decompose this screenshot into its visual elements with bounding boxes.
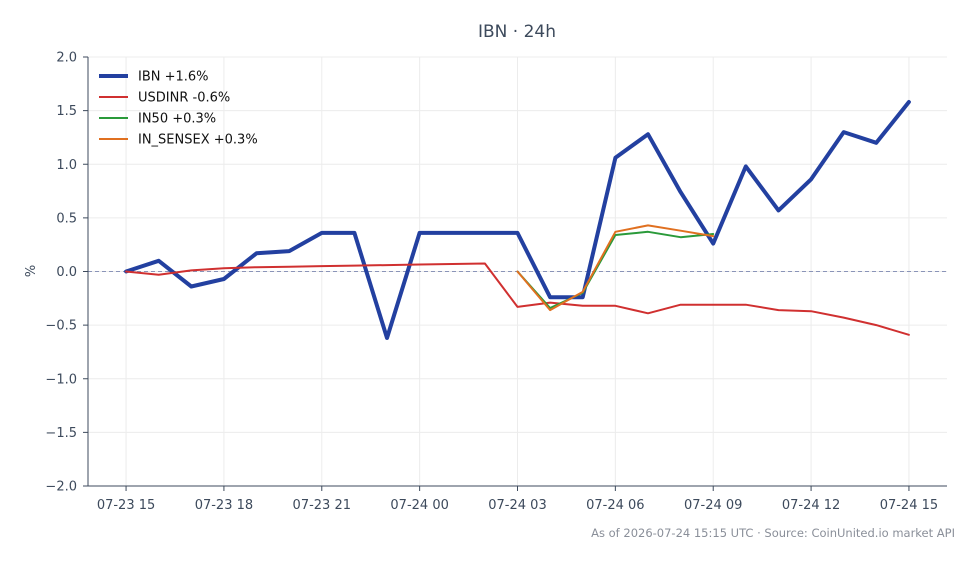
x-tick-label: 07-24 06 [586, 498, 644, 513]
x-tick-label: 07-24 09 [684, 498, 742, 513]
series-line-1 [125, 262, 910, 336]
x-tick-label: 07-24 00 [390, 498, 448, 513]
x-tick-label: 07-24 12 [782, 498, 840, 513]
y-tick-label: 0.0 [56, 265, 77, 280]
y-tick-label: −1.5 [45, 426, 77, 441]
x-tick-label: 07-23 15 [97, 498, 155, 513]
series-line-0 [124, 100, 911, 340]
legend: IBN +1.6% USDINR -0.6% IN50 +0.3% IN_SENSEX… [99, 70, 258, 148]
series-line-3 [516, 224, 715, 312]
y-tick-label: 2.0 [56, 51, 77, 66]
y-axis-label: % [24, 265, 39, 277]
y-tick-label: 1.5 [56, 104, 77, 119]
x-tick-label: 07-24 03 [488, 498, 546, 513]
y-tick-label: −0.5 [45, 319, 77, 334]
series-group [124, 100, 911, 340]
chart-title: IBN · 24h [478, 22, 556, 42]
y-tick-label: 1.0 [56, 158, 77, 173]
y-tick-label: −2.0 [45, 480, 77, 495]
series-line-2 [516, 230, 715, 309]
legend-label: IN_SENSEX +0.3% [138, 133, 258, 148]
x-tick-label: 07-24 15 [880, 498, 938, 513]
x-tick-label: 07-23 18 [195, 498, 253, 513]
y-tick-label: −1.0 [45, 372, 77, 387]
legend-label: USDINR -0.6% [138, 91, 230, 106]
y-ticks: 2.0 1.5 1.0 0.5 0.0 −0.5 −1.0 −1.5 −2.0 [45, 51, 88, 495]
x-ticks: 07-23 15 07-23 18 07-23 21 07-24 00 07-24 03… [97, 486, 938, 513]
legend-label: IBN +1.6% [138, 70, 209, 85]
y-tick-label: 0.5 [56, 211, 77, 226]
legend-label: IN50 +0.3% [138, 112, 216, 127]
footer-source: As of 2026-07-24 15:15 UTC · Source: Coi… [591, 526, 955, 540]
x-tick-label: 07-23 21 [293, 498, 351, 513]
